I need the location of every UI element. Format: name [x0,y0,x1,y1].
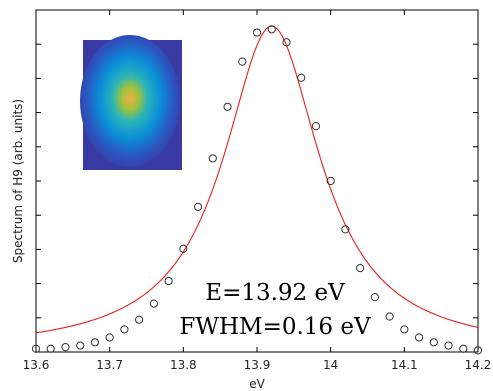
data-point [223,102,232,111]
x-tick-label: 14 [323,358,338,372]
data-point [238,57,247,66]
data-point [179,244,188,253]
data-point [473,346,483,355]
x-axis-label: eV [249,377,265,391]
data-point [444,341,453,350]
data-point [311,122,321,131]
data-point [90,338,100,347]
data-point [282,38,291,47]
axis-ticks [35,10,479,352]
data-point [267,25,276,34]
data-point [120,325,129,334]
annotation-fwhm: FWHM=0.16 eV [179,314,371,340]
x-tick-label: 13.7 [96,358,123,372]
data-point [149,299,158,308]
data-point [297,73,306,82]
data-point [164,276,173,286]
data-point [459,344,468,353]
data-point [414,333,424,342]
data-point [135,315,144,324]
data-markers [31,25,483,355]
fit-curve-line [35,25,479,334]
x-tick-label: 14.2 [465,358,492,372]
data-point [31,344,41,353]
data-point [429,338,438,347]
data-point [105,333,114,342]
data-point [385,312,394,321]
data-point [400,325,409,334]
inset-heatmap [80,35,182,170]
data-point [46,344,55,353]
annotation-energy: E=13.92 eV [205,280,345,306]
data-point [341,225,350,234]
x-tick-label: 13.6 [23,358,50,372]
data-point [193,202,203,211]
x-tick-label: 13.9 [244,358,271,372]
x-tick-label: 14.1 [391,358,418,372]
x-tick-label: 13.8 [170,358,197,372]
data-point [370,293,379,302]
data-point [208,154,217,163]
data-point [76,341,85,350]
x-tick-labels: 13.6 13.7 13.8 13.9 14 14.1 14.2 [23,358,492,372]
data-point [61,343,70,352]
data-point [326,176,335,186]
data-point [356,264,365,273]
y-axis-label: Spectrum of H9 (arb. units) [11,99,25,263]
data-point [252,28,262,37]
